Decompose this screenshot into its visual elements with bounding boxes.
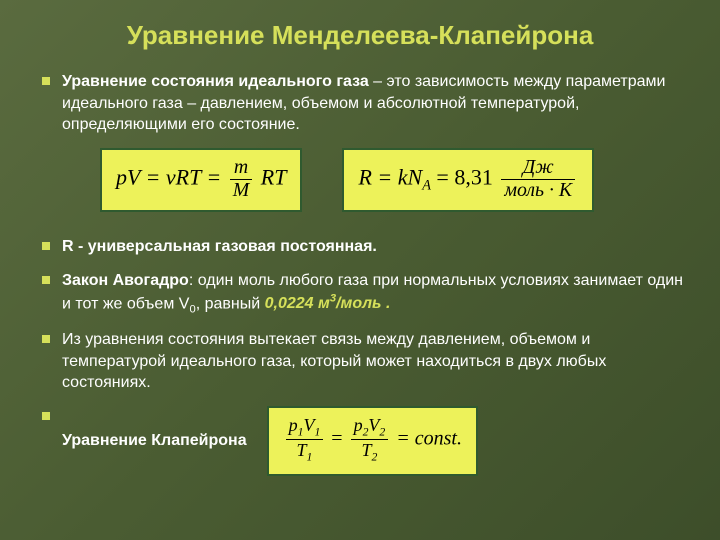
eq2-sub: A	[422, 178, 431, 194]
eq2-unit-num: Дж	[501, 158, 575, 180]
eq3-frac1: p1V1 T1	[286, 416, 324, 464]
bullet-3-value: 0,0224 м3/моль .	[265, 295, 391, 312]
bullet-4: Из уравнения состояния вытекает связь ме…	[40, 329, 684, 394]
eq3-num1: p1V1	[286, 416, 324, 440]
eq3-frac2: p2V2 T2	[351, 416, 389, 464]
bullet-list: Уравнение состояния идеального газа – эт…	[36, 71, 684, 476]
bullet-1-term: Уравнение состояния идеального газа	[62, 73, 369, 90]
bullet-2-text: R - универсальная газовая постоянная.	[62, 238, 377, 255]
eq1-num: m	[230, 158, 252, 180]
eq2-mid: = 8,31	[431, 164, 493, 189]
equation-clapeyron: p1V1 T1 = p2V2 T2 = const.	[267, 406, 478, 476]
bullet-4-text: Из уравнения состояния вытекает связь ме…	[62, 331, 606, 391]
equation-R-constant: R = kNA = 8,31 Дж моль · К	[342, 148, 594, 213]
bullet-1: Уравнение состояния идеального газа – эт…	[40, 71, 684, 136]
bullet-2: R - универсальная газовая постоянная.	[40, 236, 684, 258]
bullet-5: Уравнение Клапейрона p1V1 T1 = p2V2 T2 =…	[40, 406, 684, 476]
eq3-den2: T2	[351, 440, 389, 463]
eq2-pre: R = kN	[358, 164, 422, 189]
eq3-eq1: =	[331, 427, 347, 449]
bullet-3-term: Закон Авогадро	[62, 272, 189, 289]
bullet-3-value-num: 0,0224 м	[265, 295, 330, 312]
eq3-tail: = const.	[396, 427, 462, 449]
eq3-den1: T1	[286, 440, 324, 463]
eq2-unit-den: моль · К	[501, 180, 575, 201]
page-title: Уравнение Менделеева-Клапейрона	[36, 20, 684, 51]
eq1-rhs: RT	[261, 164, 287, 189]
bullet-5-text: Уравнение Клапейрона	[62, 430, 247, 452]
eq2-unit-fraction: Дж моль · К	[501, 158, 575, 201]
equation-ideal-gas: pV = νRT = m M RT	[100, 148, 302, 213]
bullet-3-value-tail: /моль .	[336, 295, 390, 312]
eq1-fraction: m M	[230, 158, 252, 201]
eq1-den: M	[230, 180, 252, 201]
bullet-3: Закон Авогадро: один моль любого газа пр…	[40, 270, 684, 317]
eq1-lhs: pV = νRT =	[116, 164, 221, 189]
eq3-num2: p2V2	[351, 416, 389, 440]
equation-row-1: pV = νRT = m M RT R = kNA = 8,31 Дж моль…	[100, 148, 684, 213]
bullet-3-rest2: , равный	[196, 295, 265, 312]
